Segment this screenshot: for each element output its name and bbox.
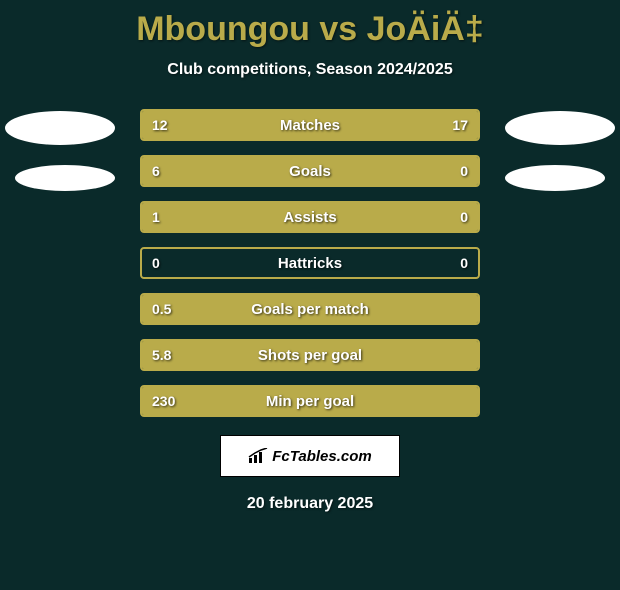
player-left-avatar-2 <box>15 165 115 191</box>
stat-value-left: 0.5 <box>152 295 171 323</box>
stat-row: Matches12 17 <box>140 109 480 141</box>
stat-row: Goals6 0 <box>140 155 480 187</box>
subtitle: Club competitions, Season 2024/2025 <box>0 61 620 79</box>
player-left-avatar-1 <box>5 111 115 145</box>
stat-row: Shots per goal5.8 <box>140 339 480 371</box>
stat-label: Matches <box>142 111 478 139</box>
logo-text: FcTables.com <box>272 448 371 465</box>
stat-label: Assists <box>142 203 478 231</box>
page-title: Mboungou vs JoÄiÄ‡ <box>0 10 620 49</box>
stat-value-left: 230 <box>152 387 175 415</box>
player-right-avatar-1 <box>505 111 615 145</box>
stat-value-left: 6 <box>152 157 160 185</box>
stat-row: Min per goal230 <box>140 385 480 417</box>
logo-chart-icon <box>248 448 268 464</box>
stat-label: Min per goal <box>142 387 478 415</box>
date-text: 20 february 2025 <box>0 495 620 513</box>
stat-value-left: 1 <box>152 203 160 231</box>
stat-row: Goals per match0.5 <box>140 293 480 325</box>
stat-value-right: 0 <box>460 203 468 231</box>
stat-value-right: 0 <box>460 249 468 277</box>
stat-row: Hattricks0 0 <box>140 247 480 279</box>
stat-value-left: 12 <box>152 111 168 139</box>
stat-row: Assists1 0 <box>140 201 480 233</box>
comparison-area: Matches1217Goals60Assists10Hattricks00Go… <box>0 109 620 417</box>
stat-value-right: 17 <box>452 111 468 139</box>
stat-value-left: 5.8 <box>152 341 171 369</box>
stat-label: Shots per goal <box>142 341 478 369</box>
stat-value-left: 0 <box>152 249 160 277</box>
stat-label: Goals <box>142 157 478 185</box>
stat-label: Hattricks <box>142 249 478 277</box>
player-right-avatar-2 <box>505 165 605 191</box>
stats-bars: Matches1217Goals60Assists10Hattricks00Go… <box>140 109 480 417</box>
stat-value-right: 0 <box>460 157 468 185</box>
stat-label: Goals per match <box>142 295 478 323</box>
logo-box[interactable]: FcTables.com <box>220 435 400 477</box>
